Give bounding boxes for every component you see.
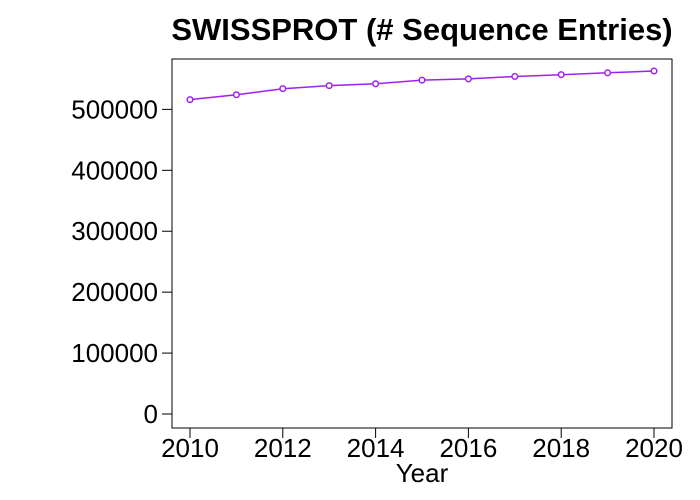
data-point: [232, 91, 240, 99]
y-tick-label: 500000: [71, 94, 158, 124]
x-tick-label: 2018: [532, 433, 590, 463]
data-point: [557, 71, 565, 79]
y-tick-label: 0: [144, 399, 158, 429]
y-tick-label: 100000: [71, 338, 158, 368]
data-point: [650, 67, 658, 75]
y-axis: 0 100000 200000 300000 400000 500000: [71, 94, 172, 429]
data-point: [464, 75, 472, 83]
data-point: [604, 69, 612, 77]
data-point: [186, 96, 194, 104]
y-tick-label: 300000: [71, 216, 158, 246]
x-tick-label: 2010: [161, 433, 219, 463]
data-point: [325, 82, 333, 90]
x-tick-label: 2014: [347, 433, 405, 463]
x-tick-label: 2016: [439, 433, 497, 463]
x-tick-label: 2012: [254, 433, 312, 463]
x-tick-label: 2020: [625, 433, 683, 463]
x-axis: 2010 2012 2014 2016 2018 2020: [161, 428, 683, 463]
data-point: [279, 85, 287, 93]
data-point: [511, 72, 519, 81]
series-line: [189, 70, 655, 101]
y-tick-label: 200000: [71, 277, 158, 307]
data-point: [418, 76, 426, 84]
series-points: [186, 67, 658, 104]
y-tick-label: 400000: [71, 155, 158, 185]
plot-frame: [171, 58, 673, 429]
data-point: [372, 80, 380, 88]
x-axis-title: Year: [396, 458, 449, 488]
chart-title: SWISSPROT (# Sequence Entries): [171, 12, 672, 47]
